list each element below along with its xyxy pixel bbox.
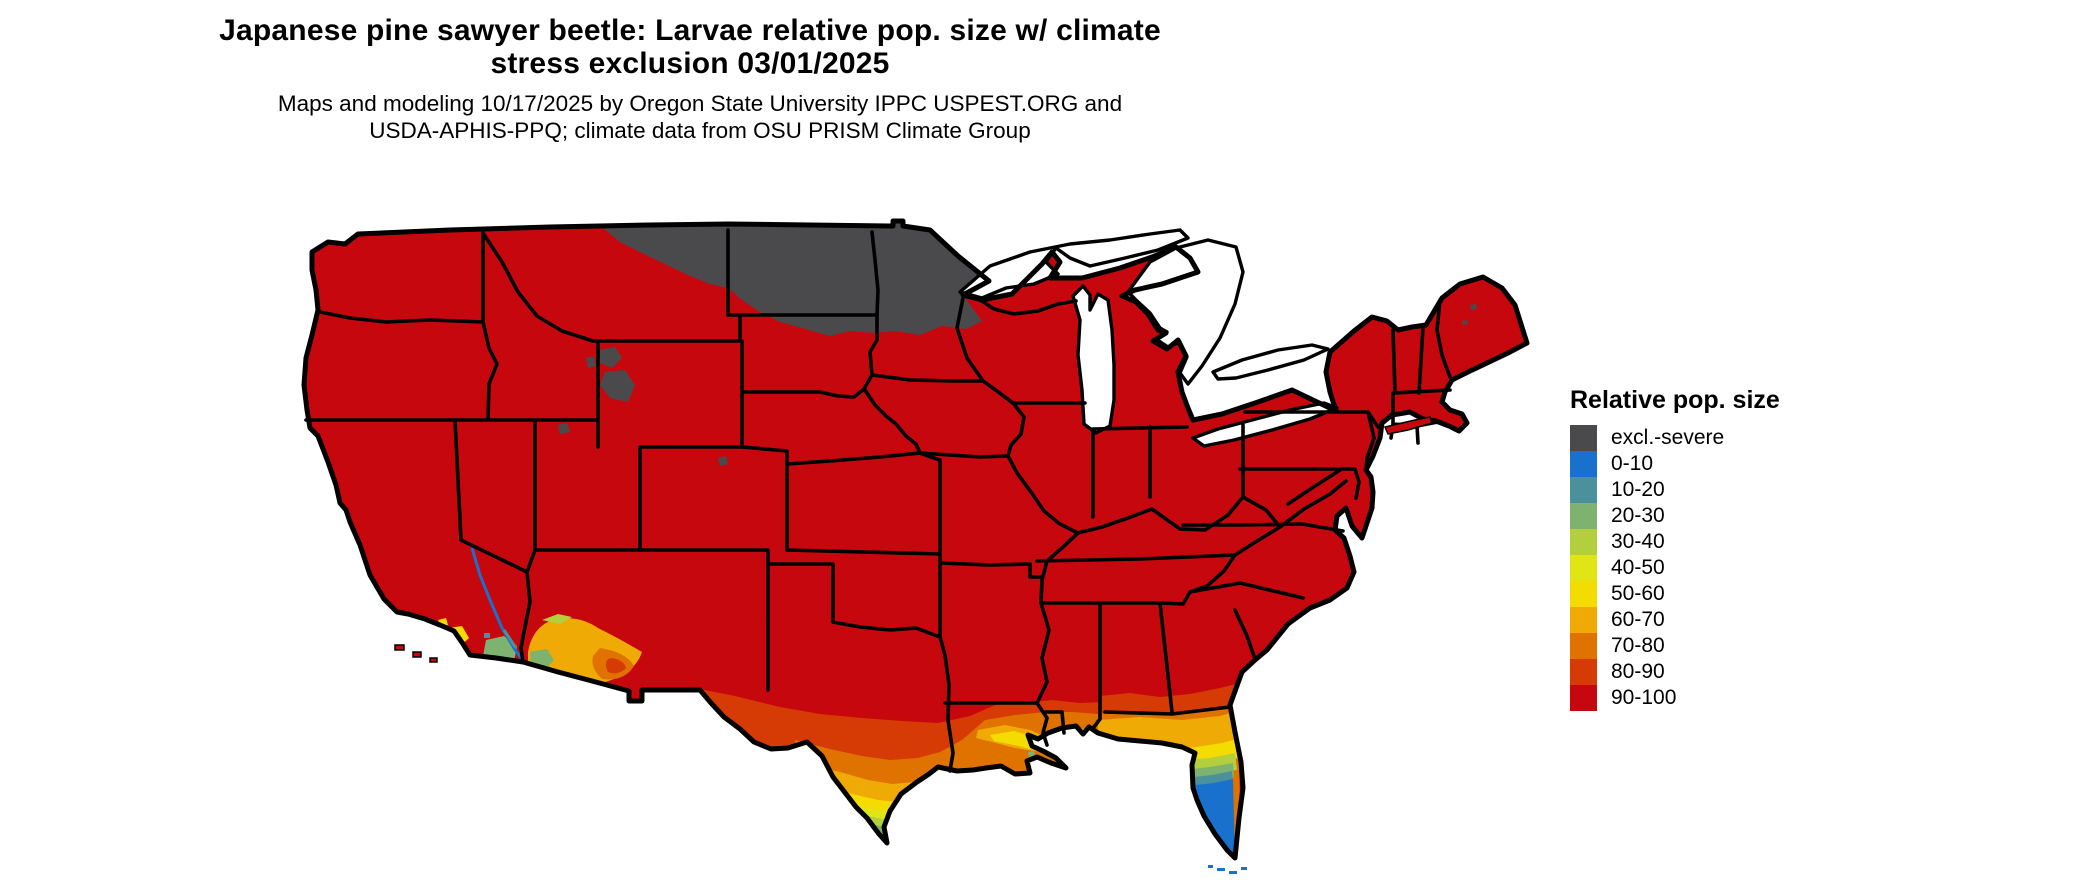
fill-southwest-30-40 (542, 614, 572, 624)
map-title-line1: Japanese pine sawyer beetle: Larvae rela… (219, 14, 1161, 47)
fill-louisiana-20-30-speck (1028, 751, 1035, 757)
fill-southwest-80-90-spot (606, 658, 626, 674)
legend-label: 40-50 (1611, 556, 1665, 579)
legend-label: 70-80 (1611, 634, 1665, 657)
legend-item: 50-60 (1570, 581, 1830, 607)
legend-swatch (1570, 633, 1597, 659)
legend-label: excl.-severe (1611, 426, 1725, 449)
legend: Relative pop. size excl.-severe 0-10 10-20… (1570, 386, 1830, 711)
fill-texas-50-60 (825, 788, 935, 858)
lake-michigan (1071, 284, 1116, 435)
fill-texas-0-10 (854, 834, 898, 858)
map-subtitle: Maps and modeling 10/17/2025 by Oregon S… (0, 90, 1400, 144)
legend-label: 60-70 (1611, 608, 1665, 631)
florida-keys-4 (1241, 867, 1247, 870)
fill-excluded-north (603, 221, 989, 336)
legend-label: 90-100 (1611, 686, 1677, 709)
legend-item: 80-90 (1570, 659, 1830, 685)
legend-rows: excl.-severe 0-10 10-20 20-30 30-40 40-50 50-6… (1570, 425, 1830, 711)
legend-swatch (1570, 529, 1597, 555)
great-lakes (958, 228, 1339, 448)
lake-superior (958, 228, 1190, 300)
legend-swatch (1570, 477, 1597, 503)
long-island (1383, 416, 1433, 435)
fill-colorado-river-0-10 (470, 547, 525, 662)
fill-saltonsea-10-20 (484, 633, 490, 638)
fill-texas-10-20 (850, 826, 900, 858)
legend-swatch (1570, 581, 1597, 607)
legend-swatch (1570, 685, 1597, 711)
map-subtitle-line2: USDA-APHIS-PPQ; climate data from OSU PR… (369, 118, 1031, 143)
legend-swatch (1570, 503, 1597, 529)
legend-label: 10-20 (1611, 478, 1665, 501)
legend-label: 0-10 (1611, 452, 1654, 475)
islands (394, 416, 1433, 874)
legend-swatch (1570, 555, 1597, 581)
lake-ontario (1211, 343, 1330, 381)
legend-label: 50-60 (1611, 582, 1665, 605)
legend-label: 30-40 (1611, 530, 1665, 553)
national-outline (301, 218, 1530, 861)
legend-swatch (1570, 607, 1597, 633)
map-title-line2: stress exclusion 03/01/2025 (490, 47, 890, 80)
legend-item: 0-10 (1570, 451, 1830, 477)
legend-swatch (1570, 659, 1597, 685)
legend-label: 80-90 (1611, 660, 1665, 683)
legend-title: Relative pop. size (1570, 386, 1780, 414)
fill-texas-40-50 (838, 802, 902, 858)
legend-swatch (1570, 451, 1597, 477)
us-choropleth-map (290, 200, 1540, 892)
channel-island-1 (394, 644, 405, 651)
legend-item: excl.-severe (1570, 425, 1830, 451)
state-borders (304, 228, 1452, 773)
legend-item: 10-20 (1570, 477, 1830, 503)
map-title: Japanese pine sawyer beetle: Larvae rela… (0, 14, 1380, 80)
legend-item: 60-70 (1570, 607, 1830, 633)
channel-island-3 (429, 657, 438, 663)
legend-item: 70-80 (1570, 633, 1830, 659)
us-map-svg (301, 218, 1530, 874)
fill-colorado-river-10-20 (502, 629, 518, 649)
florida-keys-2 (1217, 868, 1225, 871)
legend-item: 20-30 (1570, 503, 1830, 529)
legend-swatch (1570, 425, 1597, 451)
legend-item: 30-40 (1570, 529, 1830, 555)
legend-item: 40-50 (1570, 555, 1830, 581)
legend-label: 20-30 (1611, 504, 1665, 527)
map-subtitle-line1: Maps and modeling 10/17/2025 by Oregon S… (277, 91, 1123, 116)
florida-keys-1 (1208, 865, 1213, 868)
legend-item: 90-100 (1570, 685, 1830, 711)
florida-keys-3 (1229, 871, 1237, 874)
channel-island-2 (412, 651, 422, 658)
